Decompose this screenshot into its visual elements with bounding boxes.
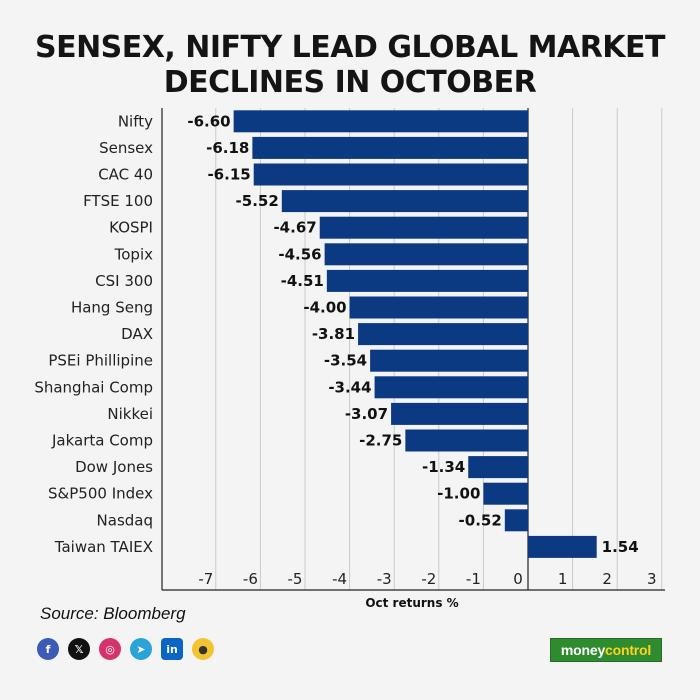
x-tick-label: -2 (421, 570, 436, 588)
logo-text-part1: money (560, 642, 606, 658)
bar (319, 216, 528, 239)
category-label: CSI 300 (95, 272, 153, 290)
instagram-icon[interactable]: ◎ (99, 638, 121, 660)
data-label: -4.67 (273, 219, 316, 237)
bar (324, 243, 528, 266)
category-label: Nifty (118, 112, 153, 130)
social-links: f 𝕏 ◎ ➤ in ● (37, 638, 214, 660)
category-label: FTSE 100 (83, 192, 153, 210)
x-tick-label: 0 (513, 570, 523, 588)
chart-title: SENSEX, NIFTY LEAD GLOBAL MARKET DECLINE… (0, 30, 700, 100)
data-label: -3.07 (345, 405, 388, 423)
data-label: -6.18 (206, 139, 249, 157)
category-label: Jakarta Comp (51, 432, 153, 450)
x-tick-label: 3 (647, 570, 657, 588)
bar (253, 163, 528, 186)
category-label: Shanghai Comp (34, 378, 153, 396)
bar (349, 296, 528, 319)
data-label: -6.60 (187, 112, 230, 130)
category-label: Sensex (99, 139, 153, 157)
x-tick-label: -7 (198, 570, 213, 588)
x-tick-label: 2 (602, 570, 612, 588)
data-label: 1.54 (602, 538, 639, 556)
moneycontrol-logo: money control (550, 638, 662, 662)
bar (374, 376, 528, 399)
category-label: PSEi Phillipine (48, 352, 153, 370)
source-note: Source: Bloomberg (40, 604, 186, 623)
category-label: Dow Jones (75, 458, 153, 476)
bar (504, 509, 528, 532)
data-label: -3.81 (312, 325, 355, 343)
data-label: -6.15 (207, 166, 250, 184)
bar (326, 269, 528, 292)
data-label: -4.56 (278, 245, 321, 263)
x-tick-label: 1 (558, 570, 568, 588)
category-label: CAC 40 (98, 166, 153, 184)
x-icon[interactable]: 𝕏 (68, 638, 90, 660)
bar (391, 402, 528, 425)
bar (281, 190, 528, 213)
bar (468, 456, 528, 479)
facebook-icon[interactable]: f (37, 638, 59, 660)
data-label: -0.52 (459, 511, 502, 529)
category-label: Topix (114, 245, 153, 263)
category-label: Nikkei (107, 405, 153, 423)
category-label: Nasdaq (97, 511, 153, 529)
data-label: -4.51 (281, 272, 324, 290)
bar (405, 429, 528, 452)
data-label: -4.00 (303, 299, 346, 317)
data-label: -5.52 (236, 192, 279, 210)
x-tick-label: -5 (288, 570, 303, 588)
x-tick-label: -4 (332, 570, 347, 588)
category-label: Taiwan TAIEX (54, 538, 153, 556)
x-tick-label: -6 (243, 570, 258, 588)
category-label: Hang Seng (71, 299, 153, 317)
category-label: DAX (121, 325, 153, 343)
x-tick-label: -1 (466, 570, 481, 588)
bar (483, 482, 528, 505)
data-label: -3.44 (328, 378, 371, 396)
x-axis-label: Oct returns % (365, 596, 458, 610)
bar (233, 110, 528, 133)
category-label: KOSPI (109, 219, 153, 237)
bar (252, 136, 528, 159)
logo-text-part2: control (605, 642, 652, 658)
linkedin-icon[interactable]: in (161, 638, 183, 660)
koo-icon[interactable]: ● (192, 638, 214, 660)
data-label: -1.00 (437, 485, 480, 503)
data-label: -2.75 (359, 432, 402, 450)
chart-title-line-1: SENSEX, NIFTY LEAD GLOBAL MARKET (34, 30, 666, 65)
data-label: -1.34 (422, 458, 465, 476)
x-tick-label: -3 (377, 570, 392, 588)
telegram-icon[interactable]: ➤ (130, 638, 152, 660)
category-label: S&P500 Index (48, 485, 153, 503)
data-label: -3.54 (324, 352, 367, 370)
chart-title-line-2: DECLINES IN OCTOBER (163, 65, 537, 100)
bar (358, 323, 528, 346)
bar (370, 349, 528, 372)
bar (528, 535, 597, 558)
